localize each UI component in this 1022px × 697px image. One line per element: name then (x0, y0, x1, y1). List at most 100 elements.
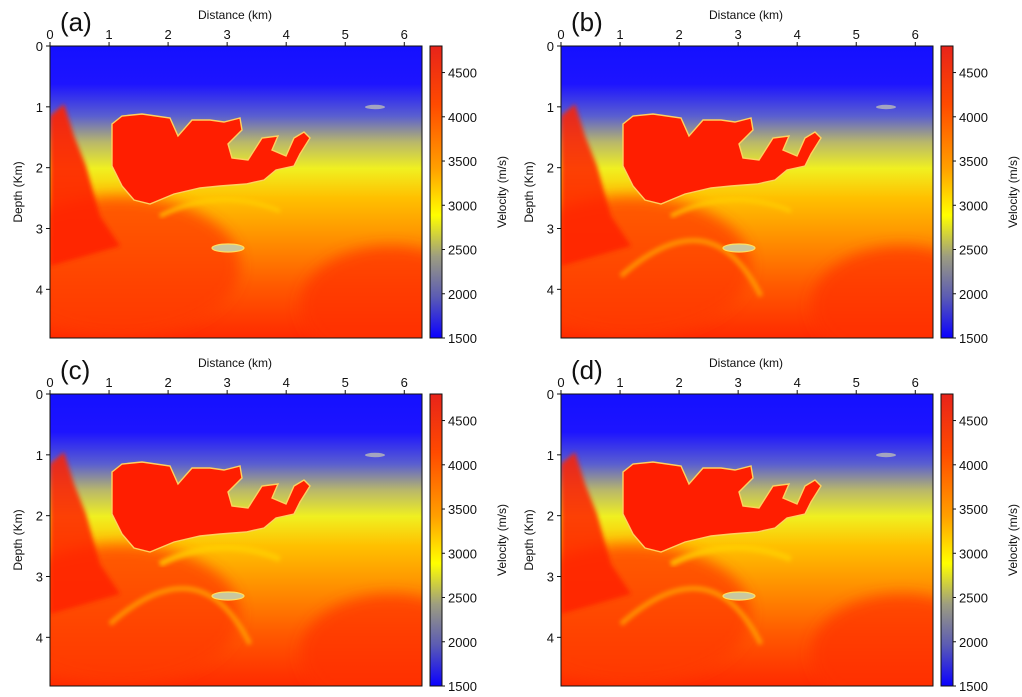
y-tick-label: 3 (36, 570, 43, 585)
colorbar-tick-label: 3000 (448, 546, 477, 561)
salt-body (111, 461, 311, 553)
panel-label: (c) (60, 355, 90, 385)
y-tick-label: 1 (36, 100, 43, 115)
colorbar-tick-label: 2000 (959, 287, 988, 302)
shallow-anomaly (876, 452, 896, 458)
x-tick-label: 5 (342, 375, 349, 390)
x-tick-label: 2 (164, 375, 171, 390)
salt-flank (50, 452, 120, 614)
colorbar-tick-label: 2500 (448, 591, 477, 606)
salt-body (622, 461, 822, 553)
y-tick-label: 3 (547, 222, 554, 237)
x-tick-label: 2 (164, 27, 171, 42)
colorbar-tick-label: 3000 (959, 198, 988, 213)
low-velocity-lens (722, 591, 756, 601)
colorbar-label: Velocity (m/s) (1006, 156, 1020, 228)
colorbar-tick-label: 2000 (448, 635, 477, 650)
colorbar-label: Velocity (m/s) (1006, 504, 1020, 576)
colorbar-tick-label: 2500 (448, 243, 477, 258)
colorbar-tick-label: 1500 (959, 679, 988, 694)
plot-frame (560, 393, 934, 687)
x-tick-label: 1 (616, 27, 623, 42)
colorbar-tick-label: 3000 (959, 546, 988, 561)
sediment-reflector (669, 544, 793, 567)
x-tick-label: 6 (401, 375, 408, 390)
x-tick-label: 3 (224, 27, 231, 42)
y-tick-label: 4 (36, 282, 43, 297)
x-tick-label: 1 (616, 375, 623, 390)
colorbar-tick-label: 2500 (959, 243, 988, 258)
x-tick-label: 5 (853, 375, 860, 390)
plot-frame (49, 45, 423, 339)
low-velocity-lens (722, 243, 756, 253)
x-tick-label: 6 (401, 27, 408, 42)
y-tick-label: 4 (36, 630, 43, 645)
y-tick-label: 3 (36, 222, 43, 237)
colorbar-tick-label: 4000 (959, 110, 988, 125)
x-tick-label: 6 (912, 375, 919, 390)
y-tick-label: 2 (547, 161, 554, 176)
colorbar (429, 45, 443, 339)
x-tick-label: 4 (283, 375, 290, 390)
x-tick-label: 3 (735, 375, 742, 390)
colorbar-tick-label: 2000 (448, 287, 477, 302)
x-tick-label: 0 (46, 375, 53, 390)
colorbar-tick-label: 3500 (959, 154, 988, 169)
sediment-reflector (159, 197, 281, 218)
x-axis-label: Distance (km) (198, 8, 272, 22)
x-tick-label: 4 (794, 375, 801, 390)
colorbar-tick-label: 4500 (959, 414, 988, 429)
x-tick-label: 3 (735, 27, 742, 42)
panel-label: (d) (571, 355, 603, 385)
y-tick-label: 0 (547, 387, 554, 402)
colorbar-tick-label: 4500 (448, 66, 477, 81)
x-tick-label: 0 (46, 27, 53, 42)
y-tick-label: 4 (547, 630, 554, 645)
low-velocity-lens (211, 591, 245, 601)
velocity-field (561, 46, 933, 338)
y-tick-label: 2 (36, 509, 43, 524)
plot-frame (560, 45, 934, 339)
y-tick-label: 1 (547, 448, 554, 463)
sediment-reflector (670, 197, 792, 218)
colorbar-label: Velocity (m/s) (495, 156, 509, 228)
y-axis-label: Depth (Km) (522, 509, 536, 570)
y-axis-label: Depth (Km) (11, 509, 25, 570)
x-tick-label: 2 (675, 27, 682, 42)
colorbar-tick-label: 1500 (448, 331, 477, 346)
panel-label: (a) (60, 7, 92, 37)
deep-high-velocity-zone (300, 594, 422, 686)
salt-body (622, 113, 822, 205)
velocity-panel: 0 1 2 3 4 5 6 Distance (km) 0 1 2 3 4 Depth (Km) (b) 15… (522, 7, 1020, 346)
x-tick-label: 4 (794, 27, 801, 42)
low-velocity-lens (211, 243, 245, 253)
velocity-panel: 0 1 2 3 4 5 6 Distance (km) 0 1 2 3 4 Depth (Km) (a) 15… (11, 7, 509, 346)
deep-high-velocity-zone (811, 246, 933, 338)
panel-label: (b) (571, 7, 603, 37)
x-axis-label: Distance (km) (198, 356, 272, 370)
colorbar-tick-label: 3000 (448, 198, 477, 213)
y-tick-label: 0 (36, 39, 43, 54)
x-tick-label: 3 (224, 375, 231, 390)
x-tick-label: 4 (283, 27, 290, 42)
colorbar-tick-label: 1500 (448, 679, 477, 694)
velocity-panel: 0 1 2 3 4 5 6 Distance (km) 0 1 2 3 4 Depth (Km) (d) 15… (522, 355, 1020, 694)
y-axis-label: Depth (Km) (522, 161, 536, 222)
plot-frame (49, 393, 423, 687)
colorbar-label: Velocity (m/s) (495, 504, 509, 576)
deep-high-velocity-zone (811, 594, 933, 686)
y-axis-label: Depth (Km) (11, 161, 25, 222)
shallow-anomaly (876, 104, 896, 110)
shallow-anomaly (365, 104, 385, 110)
sediment-reflector (619, 586, 764, 646)
colorbar-tick-label: 4000 (959, 458, 988, 473)
x-tick-label: 6 (912, 27, 919, 42)
salt-flank (50, 104, 120, 266)
salt-flank (561, 104, 631, 266)
shallow-anomaly (365, 452, 385, 458)
y-tick-label: 2 (547, 509, 554, 524)
velocity-field (50, 46, 422, 338)
colorbar-tick-label: 1500 (959, 331, 988, 346)
y-tick-label: 1 (547, 100, 554, 115)
x-tick-label: 2 (675, 375, 682, 390)
